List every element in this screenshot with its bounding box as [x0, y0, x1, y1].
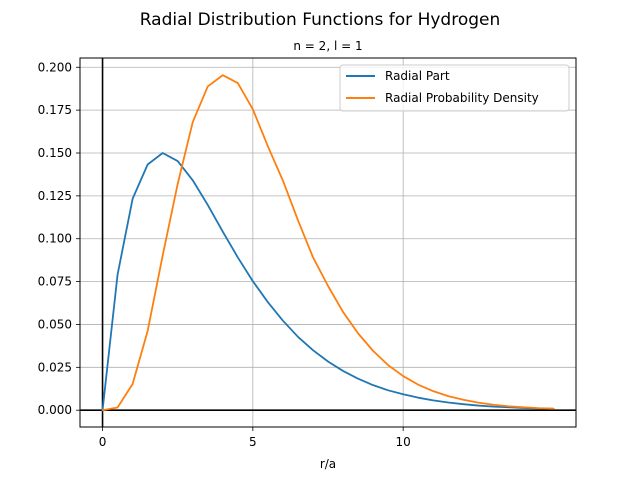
x-axis-ticks: 0 5 10 [99, 427, 411, 449]
figure-suptitle: Radial Distribution Functions for Hydrog… [140, 10, 501, 30]
zero-axis-lines [80, 58, 576, 427]
y-tick-label-8: 0.200 [38, 60, 72, 74]
y-tick-label-7: 0.175 [38, 103, 72, 117]
y-tick-label-2: 0.050 [38, 317, 72, 331]
x-axis-label: r/a [320, 457, 336, 471]
y-tick-label-5: 0.125 [38, 189, 72, 203]
legend-box [339, 64, 570, 112]
series-line-radial-part [101, 152, 555, 412]
y-tick-label-6: 0.150 [38, 146, 72, 160]
series-lines [101, 74, 555, 412]
y-tick-label-1: 0.025 [38, 360, 72, 374]
x-tick-label-0: 0 [99, 435, 107, 449]
y-tick-label-3: 0.075 [38, 275, 72, 289]
y-tick-label-0: 0.000 [38, 403, 72, 417]
x-tick-label-2: 10 [396, 435, 411, 449]
plot-frame [79, 57, 577, 428]
legend: Radial Part Radial Probability Density [339, 64, 570, 112]
series-line-radial-probability-density [101, 74, 555, 412]
y-axis-ticks: 0.000 0.025 0.050 0.075 0.100 0.125 0.150 0.175… [38, 60, 80, 417]
y-tick-label-4: 0.100 [38, 232, 72, 246]
legend-label-radial-part: Radial Part [385, 69, 450, 83]
legend-label-radial-probability-density: Radial Probability Density [385, 91, 539, 105]
chart-title: n = 2, l = 1 [293, 39, 362, 53]
x-tick-label-1: 5 [249, 435, 257, 449]
